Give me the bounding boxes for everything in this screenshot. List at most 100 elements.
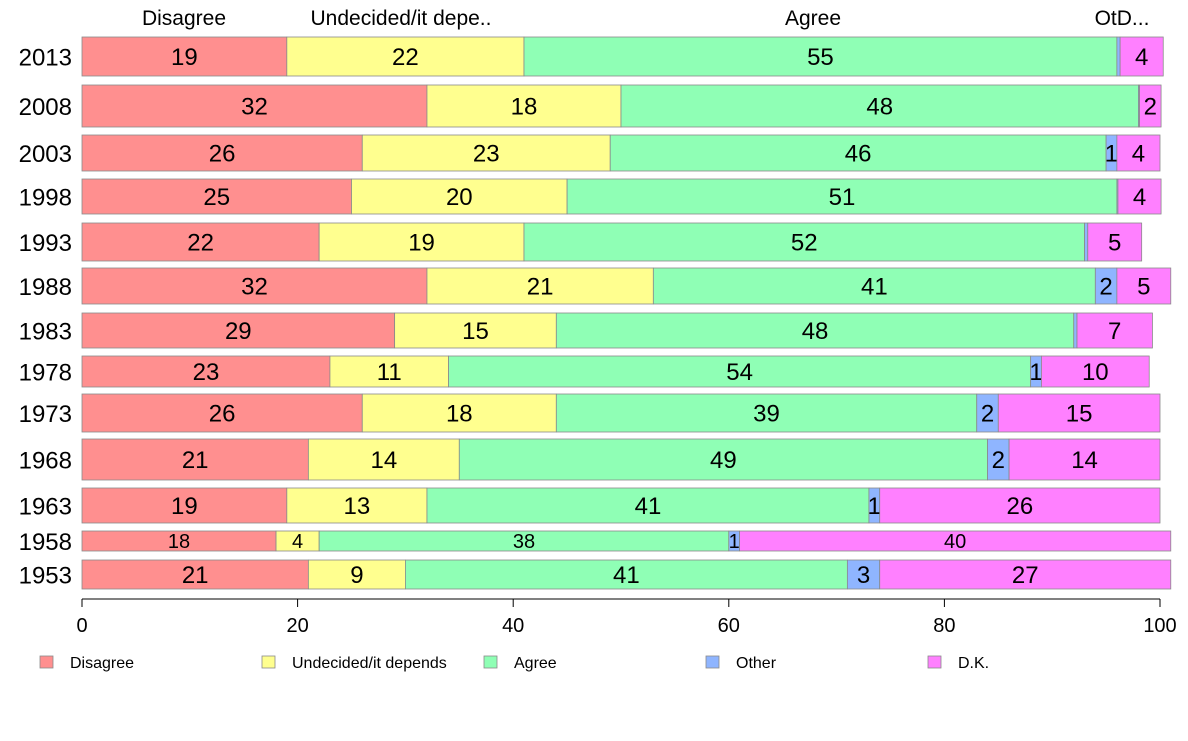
bar-segment [81,84,428,128]
bar-segment [555,393,978,433]
y-tick-label: 1983 [19,319,72,346]
data-label: 21 [527,274,554,301]
header-label: Disagree [142,7,226,30]
bar-segment [1087,222,1143,262]
y-tick-label: 1998 [19,185,72,212]
bar-segment [81,487,288,524]
data-label: 7 [1108,318,1121,345]
data-label: 26 [209,401,236,428]
bar-segment [81,312,396,349]
bar-segment [318,222,525,262]
data-label: 1 [1105,141,1118,168]
data-label: 41 [861,274,888,301]
data-label: 55 [807,44,834,71]
data-label: 14 [1071,447,1098,474]
bar-segment [307,438,460,481]
bar-segment [1073,312,1078,349]
data-label: 27 [1012,562,1039,589]
x-tick-label: 60 [718,615,740,637]
bar-segment [739,530,1172,552]
bar-segment [81,222,320,262]
x-tick-label: 40 [502,615,524,637]
x-tick-label: 100 [1143,615,1176,637]
y-axis-labels: 2013 2008 2003 1998 1993 1988 1983 1978 1973 1968… [19,45,72,590]
data-label: 2 [992,447,1005,474]
bar-segment [1084,222,1089,262]
bar-segment [81,178,352,215]
y-tick-label: 2008 [19,94,72,121]
bar-segment [566,178,1118,215]
bar-segment [1116,134,1161,172]
bar-segment [1139,84,1162,128]
data-label: 4 [1132,141,1145,168]
legend: Disagree Undecided/it depends Agree Other D.… [39,655,989,672]
bar-segment [426,487,870,524]
header-labels: Disagree Undecided/it depe.. Agree OtD... [142,7,1149,30]
data-label: 23 [473,141,500,168]
data-label: 41 [613,562,640,589]
legend-label: Disagree [70,655,134,672]
bar-segment [361,134,611,172]
y-tick-label: 1973 [19,401,72,428]
bar-segment [1119,36,1164,77]
header-label: Undecided/it depe.. [311,7,492,30]
data-label: 38 [513,531,535,553]
y-tick-label: 1978 [19,360,72,387]
bar-segment [846,559,881,590]
legend-swatch [39,655,54,669]
legend-swatch [927,655,942,669]
bar-segment [286,487,428,524]
data-label: 52 [791,230,818,257]
data-label: 19 [408,230,435,257]
y-tick-label: 1988 [19,274,72,301]
data-label: 49 [710,447,737,474]
data-label: 2 [1099,274,1112,301]
legend-swatch [261,655,276,669]
data-label: 40 [944,531,966,553]
data-label: 13 [344,493,371,520]
data-label: 46 [845,141,872,168]
bar-segment [1041,355,1150,388]
data-label: 15 [462,318,489,345]
data-label: 18 [446,401,473,428]
data-label: 10 [1082,359,1109,386]
bar-segment [879,559,1172,590]
bar-segment [329,355,449,388]
data-label: 2 [981,401,994,428]
data-label: 26 [209,141,236,168]
bar-segment [620,84,1139,128]
bar-segment [458,438,988,481]
header-label: Agree [785,7,841,30]
bar-segment [1076,312,1153,349]
bar-segment [394,312,557,349]
data-label: 5 [1108,230,1121,257]
x-tick-label: 0 [76,615,87,637]
legend-label: Other [736,655,777,672]
data-label: 18 [511,94,538,121]
data-label: 9 [350,562,363,589]
bar-segment [1116,267,1172,305]
legend-swatch [483,655,498,669]
y-tick-label: 2013 [19,45,72,72]
bar-segment [523,36,1118,77]
data-label: 48 [866,94,893,121]
data-label: 54 [726,359,753,386]
data-label: 20 [446,184,473,211]
data-label: 4 [1133,184,1146,211]
data-label: 48 [802,318,829,345]
data-label: 25 [203,184,230,211]
bar-segment [652,267,1096,305]
data-label: 4 [292,531,303,553]
x-tick-label: 20 [286,615,308,637]
data-label: 41 [635,493,662,520]
data-label: 5 [1137,274,1150,301]
legend-label: D.K. [958,655,989,672]
data-label: 29 [225,318,252,345]
data-label: 22 [187,230,214,257]
data-label: 14 [370,447,397,474]
data-label: 21 [182,562,209,589]
legend-swatch [705,655,720,669]
data-label: 18 [168,531,190,553]
bar-segment [1116,36,1121,77]
bar-segment [81,559,309,590]
